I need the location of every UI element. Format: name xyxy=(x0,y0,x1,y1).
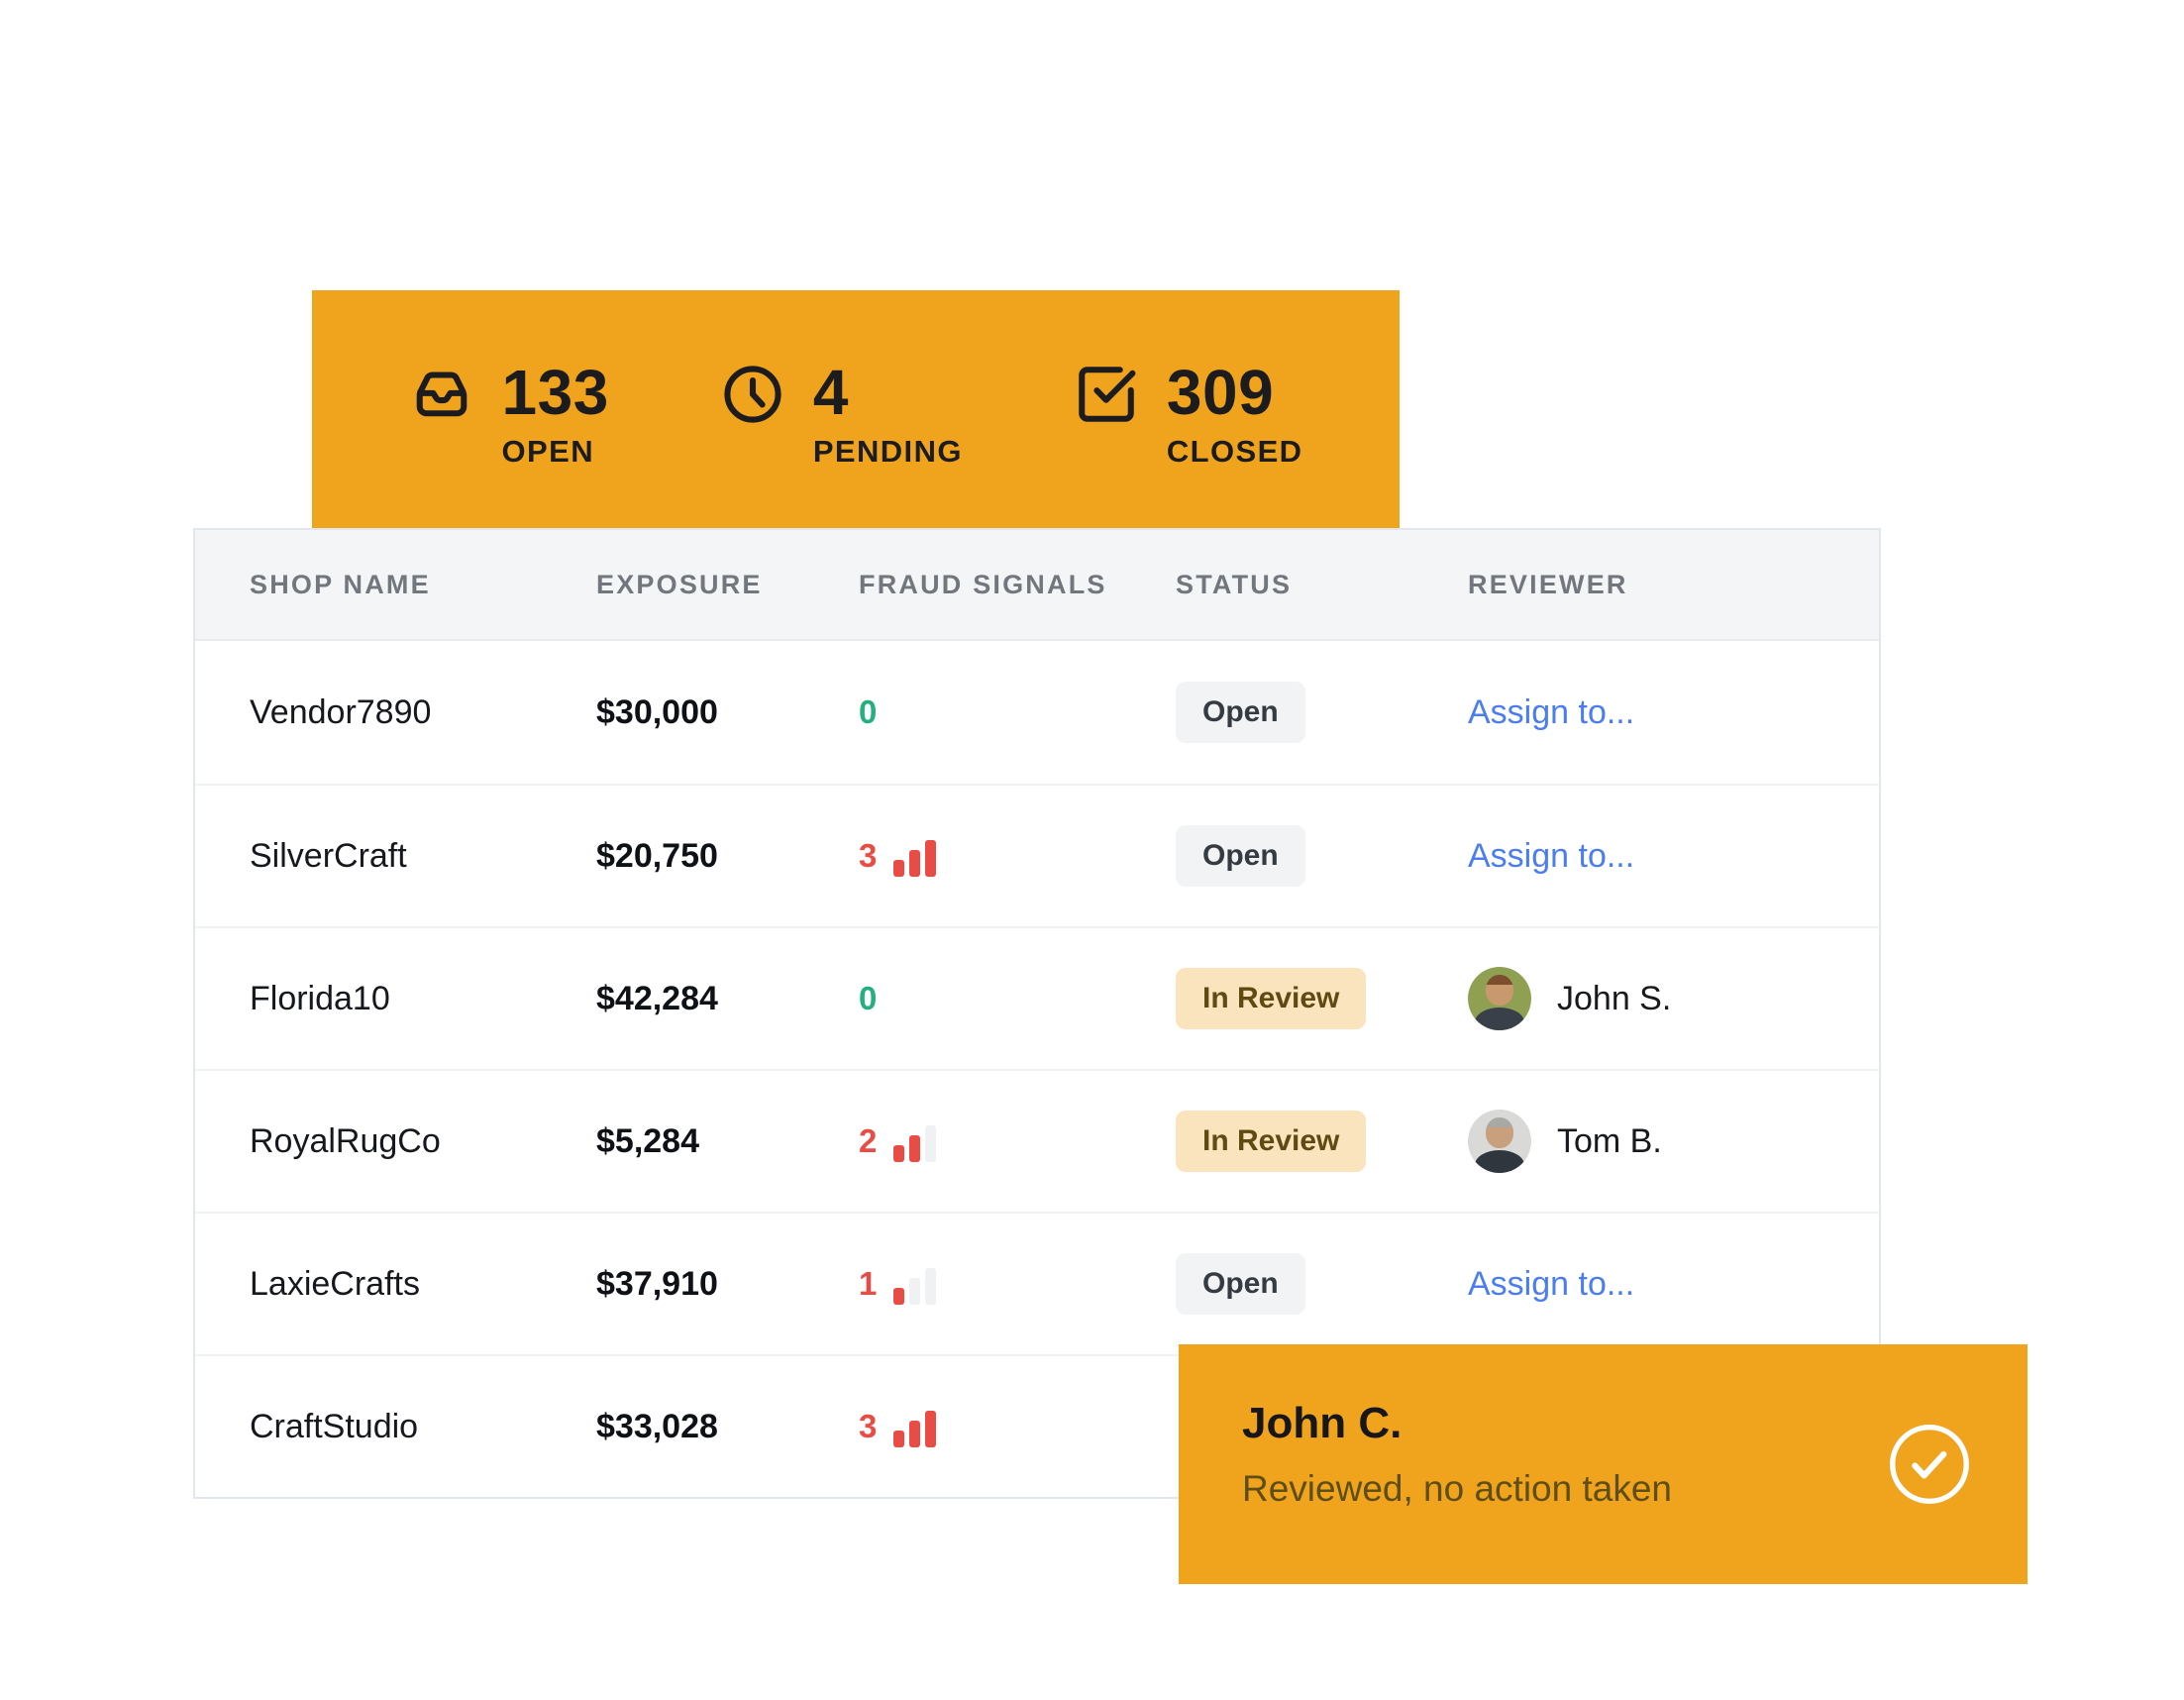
check-square-icon xyxy=(1074,362,1139,470)
fraud-count: 3 xyxy=(859,1408,878,1444)
status-cell: Open xyxy=(1176,1253,1468,1315)
fraud-signals-cell: 3 xyxy=(859,837,1176,877)
reviewer-cell: Assign to... xyxy=(1468,693,1879,732)
table-header: SHOP NAME EXPOSURE FRAUD SIGNALS STATUS … xyxy=(195,530,1879,641)
status-cell: In Review xyxy=(1176,1111,1468,1172)
status-badge: Open xyxy=(1176,682,1305,743)
status-badge: In Review xyxy=(1176,968,1367,1029)
toast-reviewer-name: John C. xyxy=(1242,1399,1403,1447)
fraud-bars-icon xyxy=(893,1267,937,1305)
fraud-bars-icon xyxy=(893,1124,937,1162)
status-cell: Open xyxy=(1176,682,1468,743)
reviewer-name: John S. xyxy=(1557,979,1672,1017)
fraud-count: 3 xyxy=(859,837,878,874)
exposure-value: $37,910 xyxy=(596,1264,718,1303)
summary-banner: 133 OPEN 4 PENDING 309 CLOSED xyxy=(312,290,1400,528)
assign-to-link[interactable]: Assign to... xyxy=(1468,1264,1635,1303)
exposure-value: $42,284 xyxy=(596,979,718,1017)
assign-to-link[interactable]: Assign to... xyxy=(1468,692,1635,731)
table-row: SilverCraft $20,750 3 Open Assign to... xyxy=(195,784,1879,926)
reviewer-avatar xyxy=(1468,1110,1531,1173)
stat-pending-label: PENDING xyxy=(812,433,963,469)
stat-closed-value: 309 xyxy=(1166,356,1275,428)
stat-open-text: 133 OPEN xyxy=(502,360,609,470)
status-badge: Open xyxy=(1176,1253,1305,1315)
table-row: Vendor7890 $30,000 0 Open Assign to... xyxy=(195,641,1879,784)
column-header-status: STATUS xyxy=(1176,569,1293,599)
status-cell: In Review xyxy=(1176,968,1468,1029)
stat-pending-value: 4 xyxy=(812,356,849,428)
reviewer-cell: John S. xyxy=(1468,967,1879,1030)
exposure-value: $33,028 xyxy=(596,1407,718,1445)
table-body: Vendor7890 $30,000 0 Open Assign to... S… xyxy=(195,641,1879,1497)
column-header-shop-name: SHOP NAME xyxy=(250,569,431,599)
table-row: Florida10 $42,284 0 In Review John S. xyxy=(195,926,1879,1069)
shop-name: CraftStudio xyxy=(250,1407,419,1445)
exposure-value: $20,750 xyxy=(596,836,718,875)
reviewer-cell: Tom B. xyxy=(1468,1110,1879,1173)
shop-name: Florida10 xyxy=(250,979,390,1017)
fraud-signals-cell: 0 xyxy=(859,980,1176,1017)
review-toast: John C. Reviewed, no action taken xyxy=(1179,1344,2028,1584)
reviewer-name: Tom B. xyxy=(1557,1121,1662,1160)
check-circle-icon xyxy=(1887,1422,1972,1507)
table-row: RoyalRugCo $5,284 2 In Review Tom B. xyxy=(195,1069,1879,1212)
shop-name: Vendor7890 xyxy=(250,692,432,731)
column-header-reviewer: REVIEWER xyxy=(1468,569,1628,599)
stat-open-label: OPEN xyxy=(501,433,595,469)
stat-pending-text: 4 PENDING xyxy=(813,360,963,470)
stat-pending: 4 PENDING xyxy=(720,360,963,470)
fraud-bars-icon xyxy=(893,839,937,877)
reviewer-cell: Assign to... xyxy=(1468,1265,1879,1304)
fraud-bars-icon xyxy=(893,1410,937,1447)
shop-name: LaxieCrafts xyxy=(250,1264,420,1303)
cases-table: SHOP NAME EXPOSURE FRAUD SIGNALS STATUS … xyxy=(193,528,1881,1499)
exposure-value: $5,284 xyxy=(596,1121,699,1160)
status-cell: Open xyxy=(1176,825,1468,887)
stat-closed-text: 309 CLOSED xyxy=(1167,360,1303,470)
stat-closed: 309 CLOSED xyxy=(1074,360,1303,470)
fraud-signals-cell: 0 xyxy=(859,693,1176,731)
reviewer-avatar xyxy=(1468,967,1531,1030)
column-header-fraud-signals: FRAUD SIGNALS xyxy=(859,569,1107,599)
column-header-exposure: EXPOSURE xyxy=(596,569,763,599)
fraud-count: 0 xyxy=(859,980,878,1016)
fraud-signals-cell: 3 xyxy=(859,1408,1176,1447)
stat-open: 133 OPEN xyxy=(409,360,609,470)
shop-name: SilverCraft xyxy=(250,836,407,875)
fraud-count: 1 xyxy=(859,1265,878,1302)
toast-review-result: Reviewed, no action taken xyxy=(1242,1468,1672,1509)
status-badge: In Review xyxy=(1176,1111,1367,1172)
fraud-count: 0 xyxy=(859,693,878,730)
exposure-value: $30,000 xyxy=(596,692,718,731)
inbox-icon xyxy=(409,362,474,470)
clock-icon xyxy=(720,362,785,470)
stat-closed-label: CLOSED xyxy=(1166,433,1303,469)
shop-name: RoyalRugCo xyxy=(250,1121,441,1160)
assign-to-link[interactable]: Assign to... xyxy=(1468,836,1635,875)
fraud-signals-cell: 1 xyxy=(859,1265,1176,1305)
fraud-count: 2 xyxy=(859,1122,878,1159)
table-row: LaxieCrafts $37,910 1 Open Assign to... xyxy=(195,1212,1879,1354)
fraud-signals-cell: 2 xyxy=(859,1122,1176,1162)
reviewer-cell: Assign to... xyxy=(1468,837,1879,876)
status-badge: Open xyxy=(1176,825,1305,887)
stat-open-value: 133 xyxy=(501,356,609,428)
